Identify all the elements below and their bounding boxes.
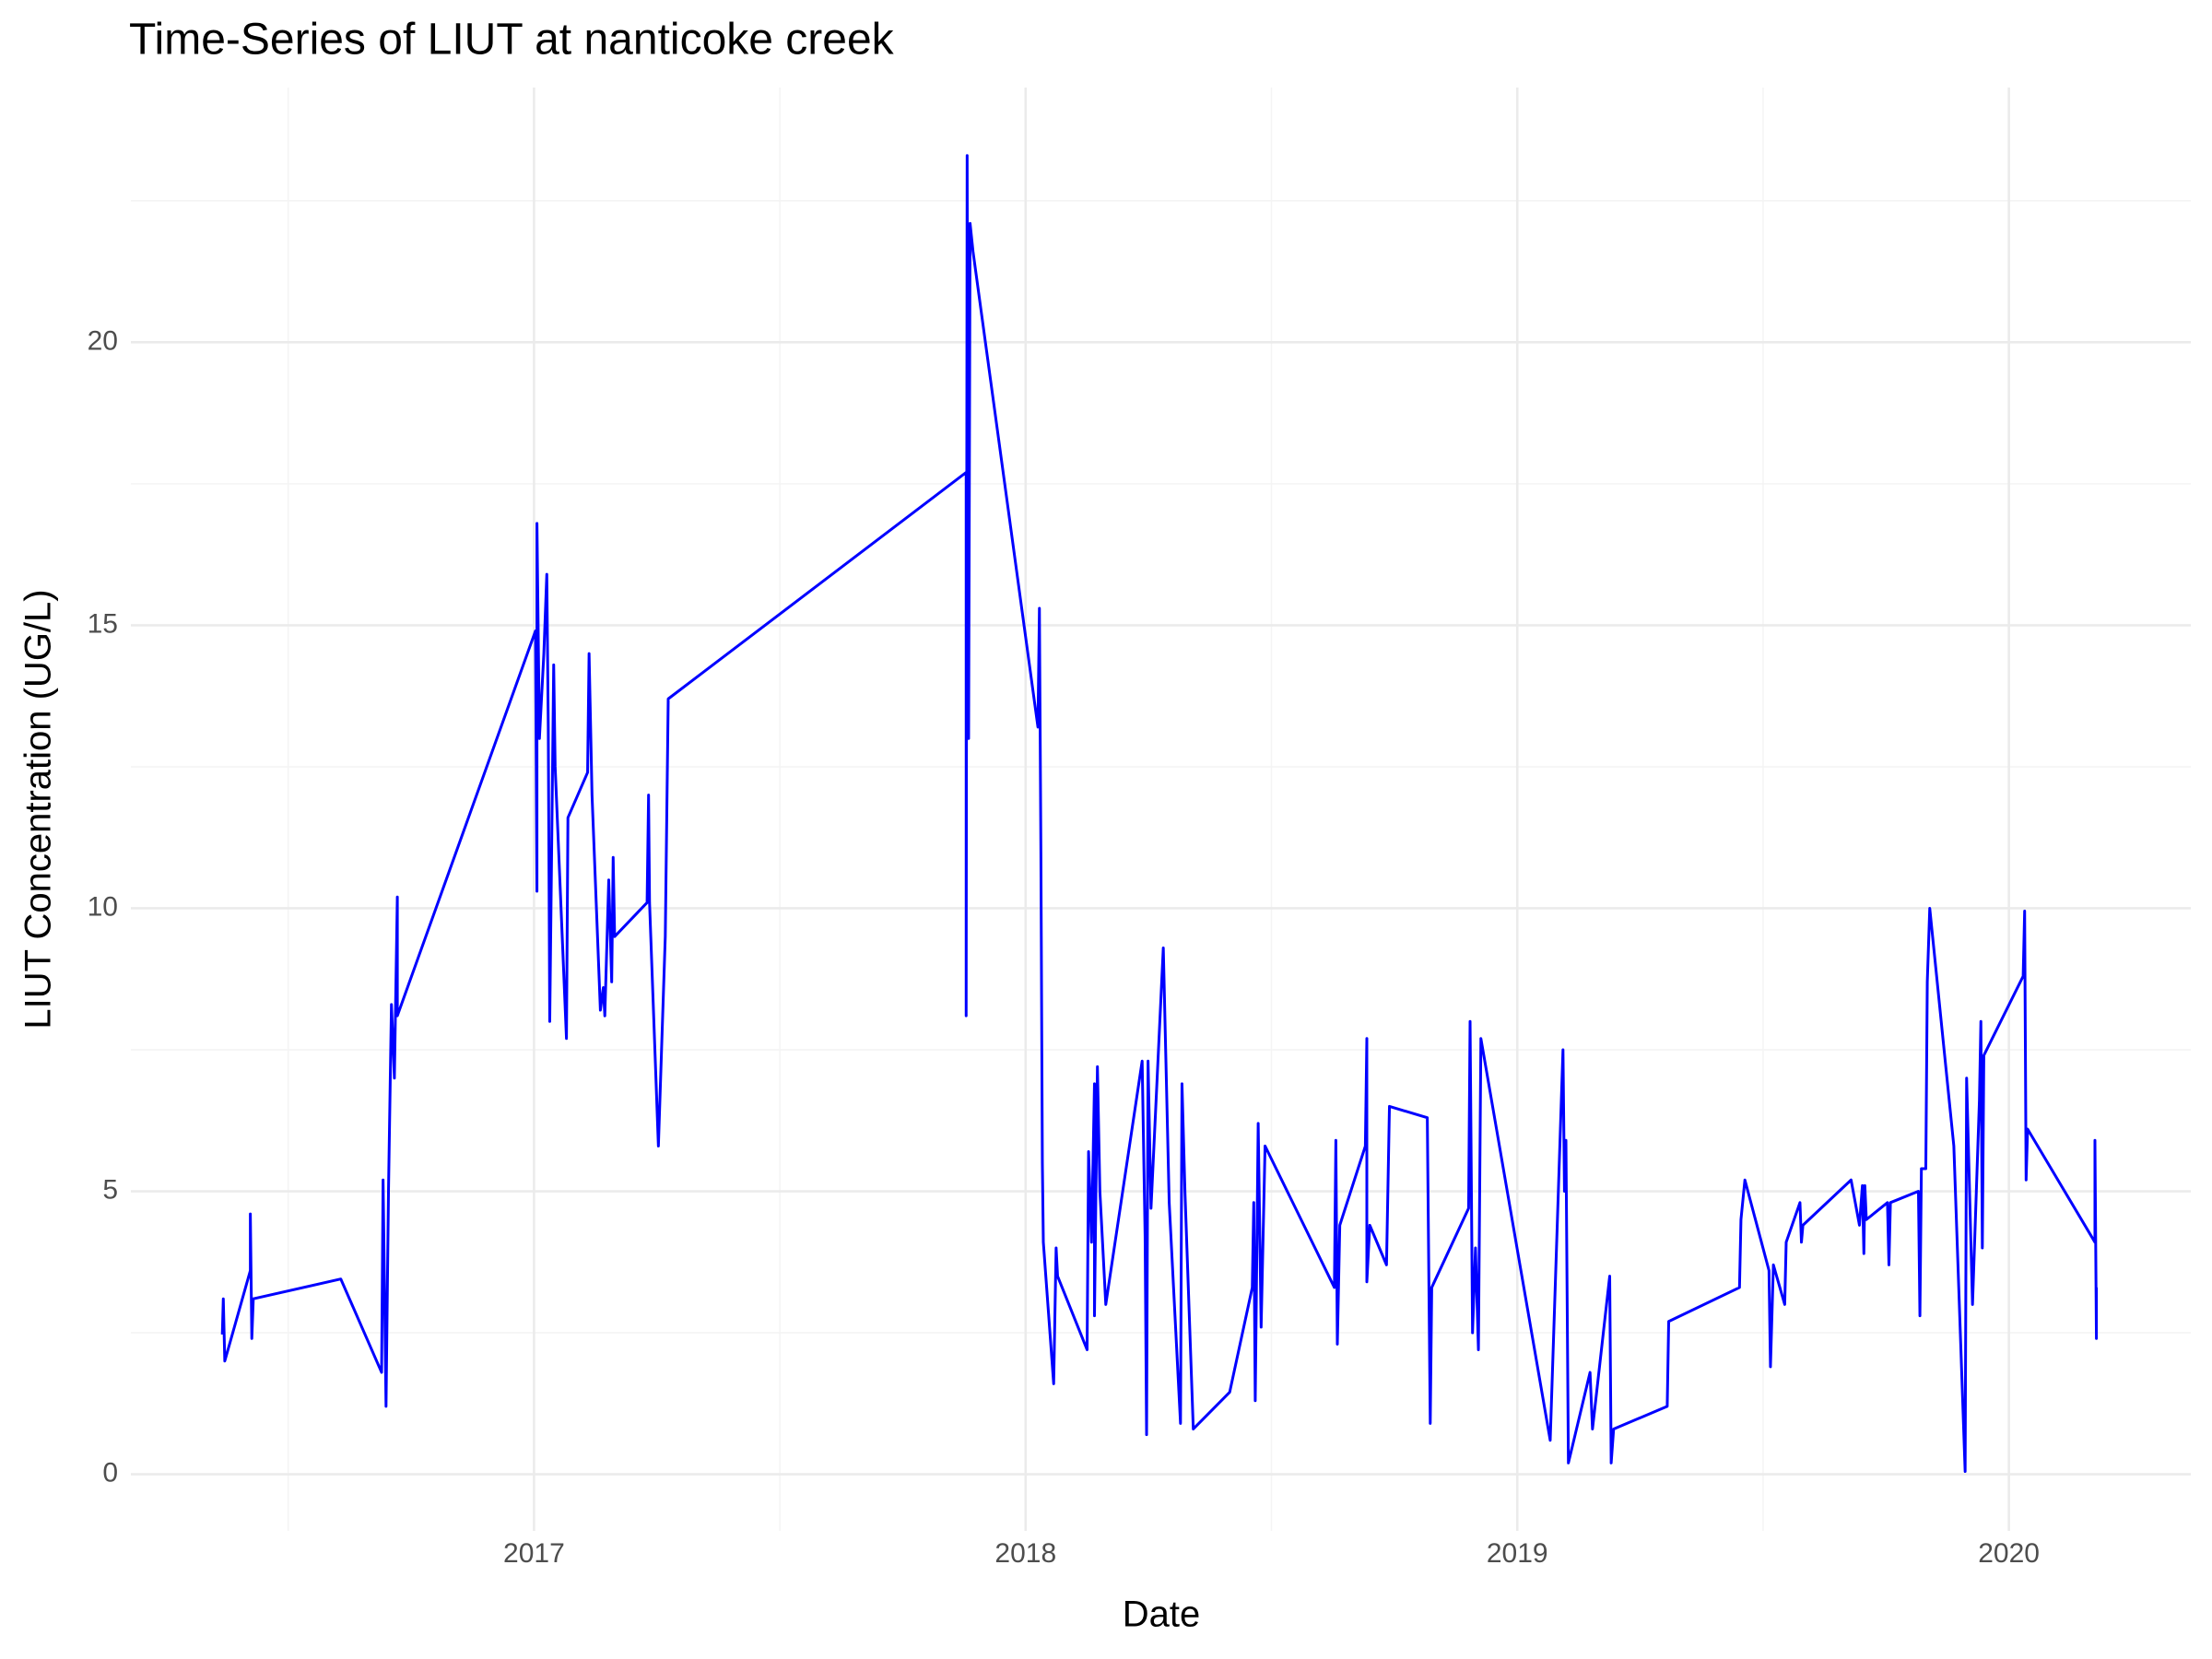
data-line (220, 154, 2099, 1474)
y-tick-label: 10 (88, 891, 118, 922)
y-tick-label: 0 (102, 1458, 118, 1488)
ticks: 2017 2018 2019 2020 0 5 10 15 20 (88, 325, 2040, 1569)
chart-title: Time-Series of LIUT at nanticoke creek (129, 16, 895, 65)
x-tick-label: 2018 (994, 1538, 1056, 1569)
y-tick-label: 20 (88, 325, 118, 356)
y-axis-title: LIUT Concentration (UG/L) (18, 589, 59, 1029)
x-tick-label: 2019 (1487, 1538, 1548, 1569)
x-tick-label: 2020 (1978, 1538, 2040, 1569)
y-tick-label: 15 (88, 608, 118, 639)
grid (131, 88, 2191, 1531)
x-axis-title: Date (1123, 1594, 1201, 1635)
x-tick-label: 2017 (503, 1538, 565, 1569)
marks (220, 154, 2099, 1474)
y-tick-label: 5 (102, 1174, 118, 1205)
